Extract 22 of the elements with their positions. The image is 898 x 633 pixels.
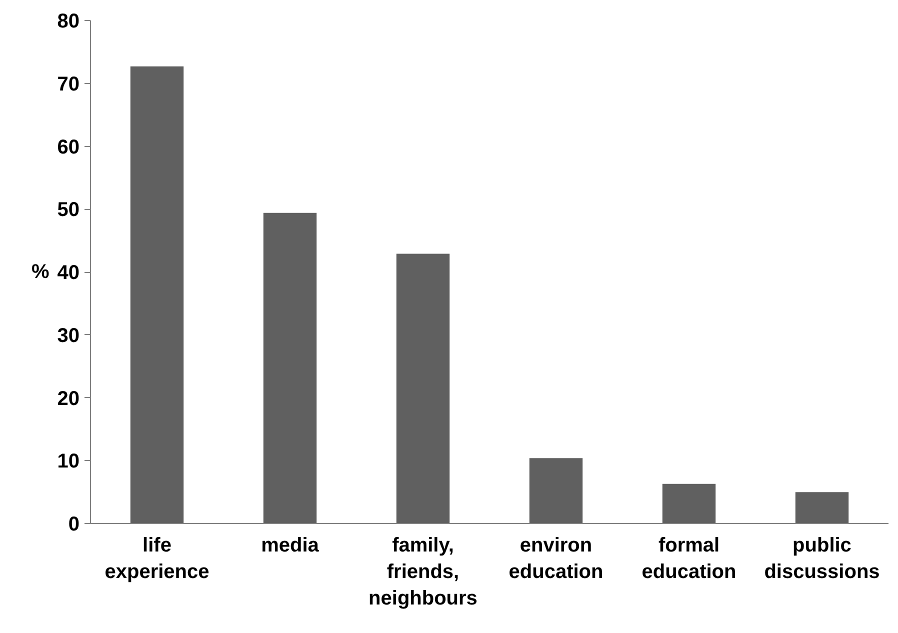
bar [263,212,317,524]
x-tick-label: formal education [642,534,736,583]
y-tick-label: 20 [57,388,80,410]
x-tick-label: media [261,534,320,556]
y-tick-label: 60 [57,136,80,158]
bar [795,492,849,524]
x-tick-label: environ education [508,534,604,583]
y-tick-label: 40 [57,262,80,284]
bar [396,254,450,524]
bar [130,66,184,524]
y-tick-label: 10 [57,450,80,473]
x-tick-label: family, friends, neighbours [368,534,478,610]
bar [662,484,716,524]
y-tick-label: 0 [68,514,80,536]
x-tick-label: life experience [104,534,210,583]
y-tick-label: 80 [57,10,80,32]
y-tick-label: 70 [57,73,80,96]
y-tick-label: 50 [57,199,80,222]
y-axis-title: % [31,261,50,283]
x-tick-label: public discussions [764,534,880,583]
y-tick-label: 30 [57,324,80,347]
bar [529,458,583,524]
